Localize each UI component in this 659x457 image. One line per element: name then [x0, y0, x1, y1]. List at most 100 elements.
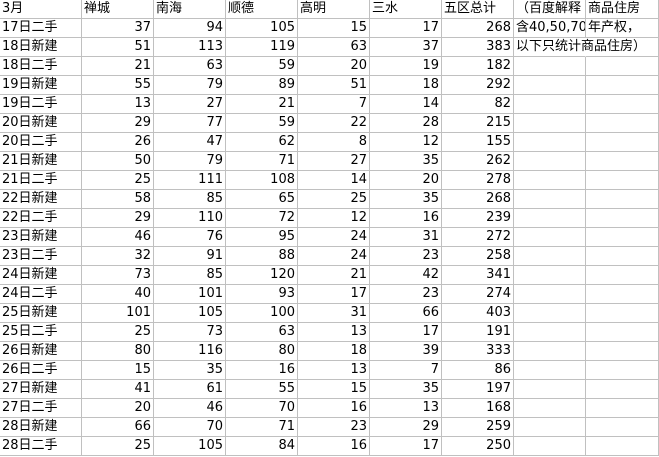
cell-sanshui[interactable]: 35: [370, 380, 442, 399]
cell-note-1[interactable]: [514, 228, 586, 247]
cell-total[interactable]: 333: [442, 342, 514, 361]
cell-gaoming[interactable]: 24: [298, 247, 370, 266]
cell-chancheng[interactable]: 40: [82, 285, 154, 304]
cell-nanhai[interactable]: 105: [154, 304, 226, 323]
cell-shunde[interactable]: 71: [226, 418, 298, 437]
cell-note-2[interactable]: [586, 285, 659, 304]
cell-gaoming[interactable]: 7: [298, 95, 370, 114]
cell-note-2[interactable]: [586, 361, 659, 380]
cell-date[interactable]: 19日新建: [0, 76, 82, 95]
cell-note-2[interactable]: [586, 342, 659, 361]
cell-shunde[interactable]: 120: [226, 266, 298, 285]
cell-shunde[interactable]: 顺德: [226, 0, 298, 19]
cell-note-1[interactable]: [514, 171, 586, 190]
cell-shunde[interactable]: 63: [226, 323, 298, 342]
cell-total[interactable]: 274: [442, 285, 514, 304]
cell-note-2[interactable]: [586, 152, 659, 171]
cell-chancheng[interactable]: 58: [82, 190, 154, 209]
cell-total[interactable]: 341: [442, 266, 514, 285]
cell-date[interactable]: 23日新建: [0, 228, 82, 247]
cell-sanshui[interactable]: 37: [370, 38, 442, 57]
cell-chancheng[interactable]: 55: [82, 76, 154, 95]
cell-sanshui[interactable]: 23: [370, 285, 442, 304]
cell-note-1[interactable]: （百度解释: [514, 0, 586, 19]
cell-chancheng[interactable]: 50: [82, 152, 154, 171]
cell-total[interactable]: 250: [442, 437, 514, 456]
cell-sanshui[interactable]: 39: [370, 342, 442, 361]
cell-date[interactable]: 21日二手: [0, 171, 82, 190]
cell-total[interactable]: 239: [442, 209, 514, 228]
cell-gaoming[interactable]: 13: [298, 323, 370, 342]
cell-shunde[interactable]: 71: [226, 152, 298, 171]
cell-chancheng[interactable]: 25: [82, 437, 154, 456]
cell-note-1[interactable]: [514, 361, 586, 380]
cell-date[interactable]: 27日二手: [0, 399, 82, 418]
cell-date[interactable]: 25日二手: [0, 323, 82, 342]
cell-nanhai[interactable]: 110: [154, 209, 226, 228]
cell-note-1[interactable]: [514, 418, 586, 437]
cell-gaoming[interactable]: 16: [298, 437, 370, 456]
cell-note-2[interactable]: [586, 266, 659, 285]
cell-sanshui[interactable]: 31: [370, 228, 442, 247]
cell-shunde[interactable]: 16: [226, 361, 298, 380]
cell-note-1[interactable]: [514, 285, 586, 304]
cell-note-1[interactable]: [514, 304, 586, 323]
cell-shunde[interactable]: 108: [226, 171, 298, 190]
cell-gaoming[interactable]: 17: [298, 285, 370, 304]
cell-note-1[interactable]: [514, 399, 586, 418]
cell-chancheng[interactable]: 80: [82, 342, 154, 361]
cell-nanhai[interactable]: 46: [154, 399, 226, 418]
cell-total[interactable]: 86: [442, 361, 514, 380]
cell-chancheng[interactable]: 51: [82, 38, 154, 57]
cell-sanshui[interactable]: 三水: [370, 0, 442, 19]
cell-chancheng[interactable]: 32: [82, 247, 154, 266]
cell-total[interactable]: 268: [442, 190, 514, 209]
cell-shunde[interactable]: 88: [226, 247, 298, 266]
cell-date[interactable]: 20日新建: [0, 114, 82, 133]
cell-chancheng[interactable]: 禅城: [82, 0, 154, 19]
cell-note-2[interactable]: [586, 190, 659, 209]
cell-nanhai[interactable]: 35: [154, 361, 226, 380]
cell-gaoming[interactable]: 15: [298, 380, 370, 399]
cell-gaoming[interactable]: 高明: [298, 0, 370, 19]
cell-note-2[interactable]: [586, 380, 659, 399]
cell-nanhai[interactable]: 101: [154, 285, 226, 304]
cell-date[interactable]: 26日新建: [0, 342, 82, 361]
cell-note-1[interactable]: [514, 266, 586, 285]
cell-date[interactable]: 22日新建: [0, 190, 82, 209]
cell-nanhai[interactable]: 63: [154, 57, 226, 76]
cell-sanshui[interactable]: 23: [370, 247, 442, 266]
cell-total[interactable]: 292: [442, 76, 514, 95]
cell-total[interactable]: 155: [442, 133, 514, 152]
cell-note-1[interactable]: [514, 152, 586, 171]
cell-shunde[interactable]: 105: [226, 19, 298, 38]
cell-total[interactable]: 168: [442, 399, 514, 418]
cell-gaoming[interactable]: 12: [298, 209, 370, 228]
cell-shunde[interactable]: 55: [226, 380, 298, 399]
cell-chancheng[interactable]: 25: [82, 171, 154, 190]
cell-total[interactable]: 258: [442, 247, 514, 266]
cell-note-2[interactable]: [586, 304, 659, 323]
cell-sanshui[interactable]: 19: [370, 57, 442, 76]
cell-gaoming[interactable]: 63: [298, 38, 370, 57]
cell-gaoming[interactable]: 25: [298, 190, 370, 209]
cell-note-1[interactable]: [514, 190, 586, 209]
cell-sanshui[interactable]: 17: [370, 19, 442, 38]
cell-nanhai[interactable]: 47: [154, 133, 226, 152]
cell-sanshui[interactable]: 14: [370, 95, 442, 114]
cell-note-1[interactable]: 以下只统计商品住房）: [514, 38, 647, 57]
cell-shunde[interactable]: 70: [226, 399, 298, 418]
cell-chancheng[interactable]: 25: [82, 323, 154, 342]
cell-note-2[interactable]: [586, 247, 659, 266]
cell-nanhai[interactable]: 85: [154, 266, 226, 285]
cell-total[interactable]: 268: [442, 19, 514, 38]
cell-total[interactable]: 272: [442, 228, 514, 247]
cell-sanshui[interactable]: 66: [370, 304, 442, 323]
cell-nanhai[interactable]: 27: [154, 95, 226, 114]
cell-gaoming[interactable]: 16: [298, 399, 370, 418]
cell-shunde[interactable]: 93: [226, 285, 298, 304]
cell-chancheng[interactable]: 37: [82, 19, 154, 38]
cell-date[interactable]: 17日二手: [0, 19, 82, 38]
cell-gaoming[interactable]: 23: [298, 418, 370, 437]
cell-chancheng[interactable]: 20: [82, 399, 154, 418]
